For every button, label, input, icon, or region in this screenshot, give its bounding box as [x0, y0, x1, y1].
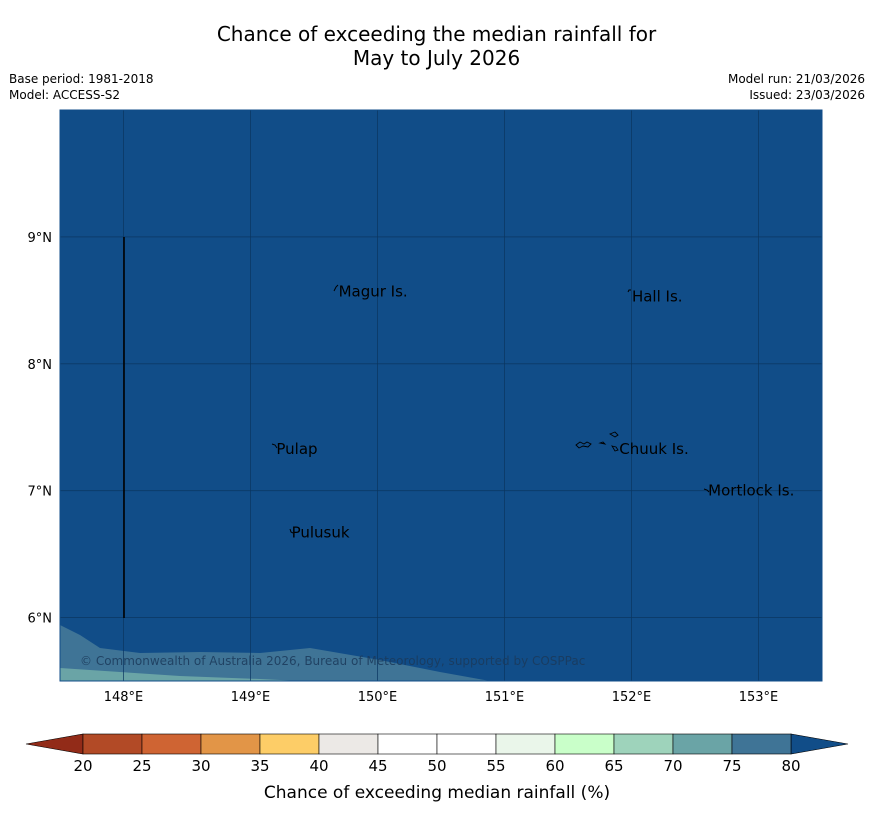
latitude-axis: 6°N 7°N 8°N 9°N: [28, 231, 53, 627]
map-shade-70: [60, 668, 300, 681]
map-ocean-area: [60, 110, 822, 681]
colorbar-under-arrow: [25, 733, 84, 755]
pulusuk-island-shape: [289, 528, 294, 534]
pulap-island-shape: [271, 443, 278, 449]
colorbar-tick-label: 30: [191, 757, 210, 775]
model-run: Model run: 21/03/2026: [727, 72, 865, 86]
colorbar-segment: [731, 733, 792, 755]
colorbar-tick-label: 35: [250, 757, 269, 775]
colorbar-tick-label: 75: [722, 757, 741, 775]
lat-tick-label: 6°N: [28, 612, 53, 627]
map-title: Chance of exceeding the median rainfall …: [0, 22, 873, 70]
model-name: Model: ACCESS-S2: [9, 88, 121, 102]
lon-tick-label: 149°E: [231, 690, 271, 705]
place-label-pulusuk: Pulusuk: [292, 524, 350, 542]
lon-tick-label: 148°E: [104, 690, 144, 705]
colorbar-segment: [495, 733, 556, 755]
colorbar-tick-label: 50: [427, 757, 446, 775]
colorbar-segment: [436, 733, 497, 755]
colorbar-segment: [672, 733, 733, 755]
map-shading: [60, 625, 490, 681]
map-shade-75: [60, 625, 490, 681]
colorbar-tick-label: 55: [486, 757, 505, 775]
mortlock-island-shape: [703, 488, 710, 493]
longitude-axis: 148°E 149°E 150°E 151°E 152°E 153°E: [104, 690, 779, 705]
base-period: Base period: 1981-2018: [9, 72, 154, 86]
place-label-chuuk-is: Chuuk Is.: [619, 440, 688, 458]
colorbar: 20 25 30 35 40 45 50 55 60 65 70 75 80: [25, 733, 849, 775]
place-label-magur-is: Magur Is.: [339, 282, 408, 300]
colorbar-segment: [318, 733, 379, 755]
colorbar-tick-label: 45: [368, 757, 387, 775]
colorbar-tick-label: 40: [309, 757, 328, 775]
colorbar-tick-label: 20: [73, 757, 92, 775]
place-labels: Magur Is. Hall Is. Pulap Chuuk Is. Mortlock …: [276, 282, 794, 541]
colorbar-segment: [141, 733, 202, 755]
colorbar-segment: [377, 733, 438, 755]
magur-island-shape: [333, 284, 339, 292]
map-island-outlines: [271, 284, 710, 534]
map-gridlines: [60, 110, 822, 681]
lon-tick-label: 152°E: [612, 690, 652, 705]
copyright-notice: © Commonwealth of Australia 2026, Bureau…: [80, 654, 585, 668]
title-line-2: May to July 2026: [352, 46, 521, 70]
place-label-mortlock-is: Mortlock Is.: [708, 482, 794, 500]
issued-date: Issued: 23/03/2026: [749, 88, 865, 102]
colorbar-over-arrow: [790, 733, 849, 755]
colorbar-tick-label: 65: [604, 757, 623, 775]
meta-left: Base period: 1981-2018 Model: ACCESS-S2: [9, 71, 154, 103]
colorbar-tick-label: 70: [663, 757, 682, 775]
colorbar-segment: [200, 733, 261, 755]
chuuk-lagoon-shape: [575, 431, 619, 452]
lon-tick-label: 151°E: [485, 690, 525, 705]
place-label-hall-is: Hall Is.: [632, 288, 683, 306]
colorbar-label: Chance of exceeding median rainfall (%): [264, 783, 610, 803]
lat-tick-label: 9°N: [28, 231, 53, 246]
lon-tick-label: 153°E: [739, 690, 779, 705]
colorbar-tick-label: 60: [545, 757, 564, 775]
title-line-1: Chance of exceeding the median rainfall …: [216, 22, 657, 46]
map-frame: [59, 109, 823, 682]
lat-tick-label: 7°N: [28, 485, 53, 500]
colorbar-segment: [82, 733, 143, 755]
hall-island-shape: [627, 289, 631, 293]
colorbar-segment: [554, 733, 615, 755]
meta-right: Model run: 21/03/2026 Issued: 23/03/2026: [728, 71, 865, 103]
place-label-pulap: Pulap: [276, 440, 317, 458]
colorbar-tick-label: 80: [781, 757, 800, 775]
colorbar-segment: [259, 733, 320, 755]
colorbar-segment: [613, 733, 674, 755]
colorbar-tick-label: 25: [132, 757, 151, 775]
lat-tick-label: 8°N: [28, 358, 53, 373]
lon-tick-label: 150°E: [358, 690, 398, 705]
